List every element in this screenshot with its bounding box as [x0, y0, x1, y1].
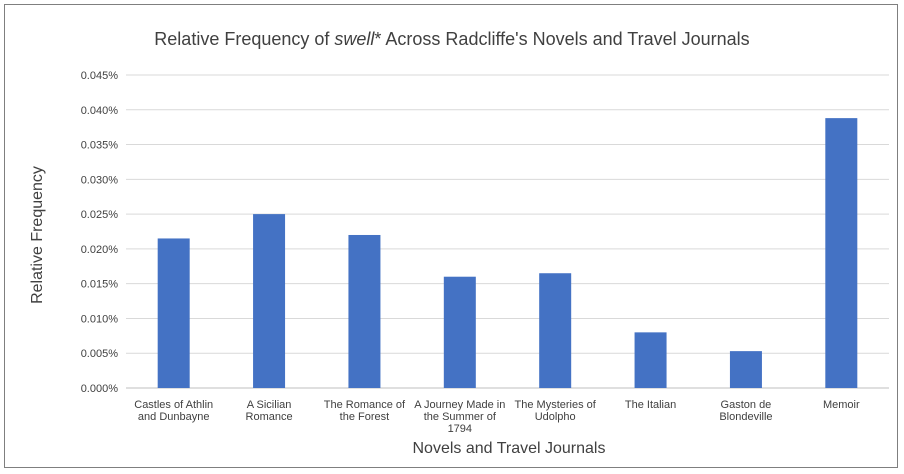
x-category-label: Castles of Athlin and Dunbayne [134, 399, 213, 423]
x-category-label: The Italian [625, 399, 676, 411]
x-category-label: A Journey Made in the Summer of 1794 [414, 399, 505, 435]
x-category-label: Memoir [823, 399, 860, 411]
y-tick-label: 0.015% [81, 279, 119, 291]
y-tick-label: 0.035% [81, 140, 119, 152]
title-italic: swell [334, 29, 375, 49]
y-tick-label: 0.020% [81, 244, 119, 256]
gridlines [126, 74, 889, 389]
title-prefix: Relative Frequency of [154, 29, 334, 49]
y-tick-label: 0.030% [81, 174, 119, 186]
x-category-label: The Mysteries of Udolpho [515, 399, 597, 423]
bar [729, 351, 762, 388]
y-tick-label: 0.045% [81, 70, 119, 82]
bar [825, 118, 858, 388]
bar [443, 276, 476, 388]
y-tick-label: 0.040% [81, 105, 119, 117]
y-axis-title: Relative Frequency [29, 166, 46, 304]
x-category-label: A Sicilian Romance [246, 399, 293, 423]
bar-chart: Relative Frequency of swell* Across Radc… [29, 29, 889, 457]
bar [634, 332, 667, 388]
category-labels: Castles of Athlin and Dunbayne A Sicilian R… [134, 399, 860, 435]
chart-title: Relative Frequency of swell* Across Radc… [154, 29, 749, 49]
y-tick-label: 0.010% [81, 313, 119, 325]
y-tick-label: 0.000% [81, 383, 119, 395]
x-axis-title: Novels and Travel Journals [413, 440, 606, 457]
y-tick-label: 0.005% [81, 348, 119, 360]
bars [157, 118, 858, 388]
x-category-label: Gaston de Blondeville [719, 399, 772, 423]
bar [157, 238, 190, 388]
y-tick-labels: 0.000% 0.005% 0.010% 0.015% 0.020% 0.025% 0.03… [81, 70, 119, 395]
bar [539, 273, 572, 388]
title-suffix: * Across Radcliffe's Novels and Travel J… [374, 29, 749, 49]
y-tick-label: 0.025% [81, 209, 119, 221]
chart-frame: Relative Frequency of swell* Across Radc… [4, 4, 898, 468]
x-category-label: The Romance of the Forest [324, 399, 406, 423]
bar [253, 214, 286, 388]
bar [348, 234, 381, 388]
